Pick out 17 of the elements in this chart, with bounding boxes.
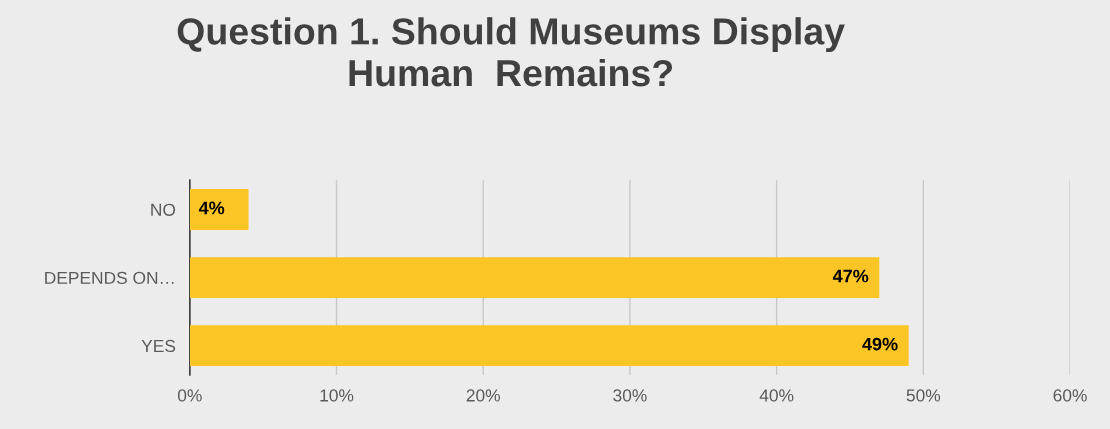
chart-title: Question 1. Should Museums Display Human Remains? xyxy=(177,17,845,87)
x-tick-label: 60% xyxy=(1053,389,1087,402)
data-label: 49% xyxy=(862,337,898,351)
bar xyxy=(189,325,909,367)
x-tick-label: 0% xyxy=(177,389,202,402)
x-tick-label: 50% xyxy=(906,389,941,402)
data-label: 4% xyxy=(198,201,225,215)
bar xyxy=(189,257,880,298)
x-tick-label: 10% xyxy=(320,389,354,402)
x-tick-label: 20% xyxy=(466,389,500,402)
y-tick-label: DEPENDS ON… xyxy=(45,271,174,285)
data-label: 47% xyxy=(832,269,869,283)
x-tick-label: 40% xyxy=(759,389,794,402)
bar xyxy=(189,189,249,230)
y-tick-label: YES xyxy=(141,339,176,353)
y-tick-label: NO xyxy=(151,203,176,216)
x-tick-label: 30% xyxy=(613,389,647,402)
